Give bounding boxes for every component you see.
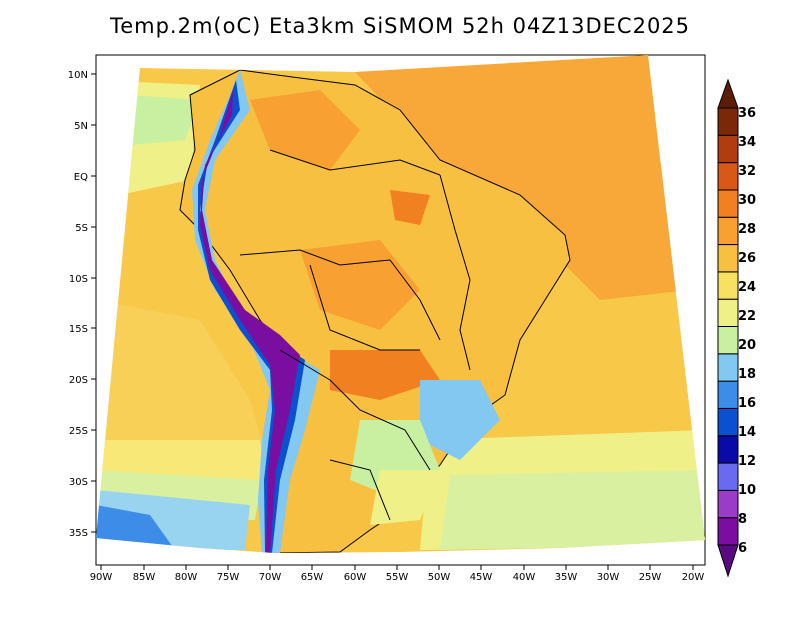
lon-tick-label: 70W	[259, 572, 282, 583]
north-pacific-cool-layer	[130, 95, 200, 145]
lon-tick-label: 25W	[639, 572, 662, 583]
colorbar-label: 20	[738, 338, 756, 353]
colorbar-legend: 36 34 32 30 28 26 24 22 20 18 16 14 12 1…	[717, 78, 756, 578]
lon-tick-label: 50W	[428, 572, 451, 583]
lon-tick-label: 85W	[133, 572, 156, 583]
andes-ridge-core	[200, 90, 300, 553]
lon-tick-label: 55W	[386, 572, 409, 583]
lat-tick-label: 5S	[75, 223, 88, 234]
colorbar-swatch	[717, 271, 739, 300]
chart-title: Temp.2m(oC) Eta3km SiSMOM 52h 04Z13DEC20…	[109, 14, 691, 38]
colorbar-swatch	[717, 435, 739, 464]
colorbar-label: 36	[738, 106, 756, 121]
colorbar-swatch	[717, 380, 739, 409]
colorbar-swatch	[717, 107, 739, 136]
colorbar-swatch	[717, 134, 739, 164]
colorbar-label: 28	[738, 222, 756, 237]
colorbar-swatch	[717, 489, 739, 519]
colorbar-label: 24	[738, 280, 756, 295]
lat-tick-label: EQ	[74, 172, 88, 183]
colorbar-label: 32	[738, 164, 756, 179]
pacific-layer	[96, 300, 270, 470]
colorbar-swatch	[717, 189, 739, 218]
lon-tick-label: 90W	[90, 572, 113, 583]
lat-tick-label: 30S	[69, 477, 88, 488]
colorbar-label: 8	[738, 512, 747, 527]
lat-tick-label: 20S	[69, 375, 88, 386]
colorbar-label: 18	[738, 367, 756, 382]
lat-tick-label: 35S	[69, 528, 88, 539]
colorbar-high-arrow	[717, 78, 739, 109]
lat-tick-label: 25S	[69, 426, 88, 437]
lon-tick-label: 60W	[344, 572, 367, 583]
country-borders	[239, 149, 471, 521]
colorbar-label: 12	[738, 454, 756, 469]
lon-tick-label: 65W	[301, 572, 324, 583]
colorbar-swatch	[717, 462, 739, 491]
hot-patch-chaco	[330, 350, 440, 400]
colorbar-label: 14	[738, 425, 756, 440]
colorbar-label: 26	[738, 251, 756, 266]
warm-patch-central	[300, 240, 420, 330]
colorbar-label: 16	[738, 396, 756, 411]
colorbar-swatch	[717, 326, 739, 355]
lat-tick-label: 10S	[69, 274, 88, 285]
south-atlantic-cool-layer	[440, 470, 705, 550]
colorbar-label: 22	[738, 309, 756, 324]
colorbar-swatch	[717, 407, 739, 437]
lon-tick-label: 45W	[470, 572, 493, 583]
lon-tick-label: 20W	[682, 572, 705, 583]
colorbar-label: 6	[738, 541, 747, 556]
colorbar-label: 34	[738, 135, 756, 150]
lat-tick-label: 15S	[69, 324, 88, 335]
warm-patch-north	[250, 90, 360, 170]
lon-tick-label: 30W	[597, 572, 620, 583]
colorbar-swatch	[717, 517, 739, 546]
lon-tick-label: 80W	[175, 572, 198, 583]
latitude-axis: 10N 5N EQ 5S 10S 15S 20S 25S 30S 35S	[68, 70, 96, 539]
colorbar-swatch	[717, 162, 739, 191]
hot-patch-amazon	[390, 190, 430, 225]
mild-patch-uruguay	[370, 470, 440, 525]
map-field	[96, 55, 705, 553]
colorbar-swatch	[717, 353, 739, 382]
lat-tick-label: 5N	[74, 121, 88, 132]
colorbar-low-arrow	[717, 544, 739, 578]
colorbar-swatch	[717, 244, 739, 273]
colorbar-swatch	[717, 298, 739, 327]
lon-tick-label: 75W	[217, 572, 240, 583]
atlantic-warm-layer	[355, 55, 690, 300]
longitude-axis: 90W 85W 80W 75W 70W 65W 60W 55W 50W 45W …	[90, 565, 705, 583]
lon-tick-label: 35W	[555, 572, 578, 583]
lat-tick-label: 10N	[68, 70, 88, 81]
colorbar-swatch	[717, 216, 739, 246]
lon-tick-label: 40W	[513, 572, 536, 583]
colorbar-label: 30	[738, 193, 756, 208]
pacific-coldest-band	[96, 505, 175, 550]
cool-patch-southeast	[420, 380, 500, 460]
colorbar-label: 10	[738, 483, 756, 498]
